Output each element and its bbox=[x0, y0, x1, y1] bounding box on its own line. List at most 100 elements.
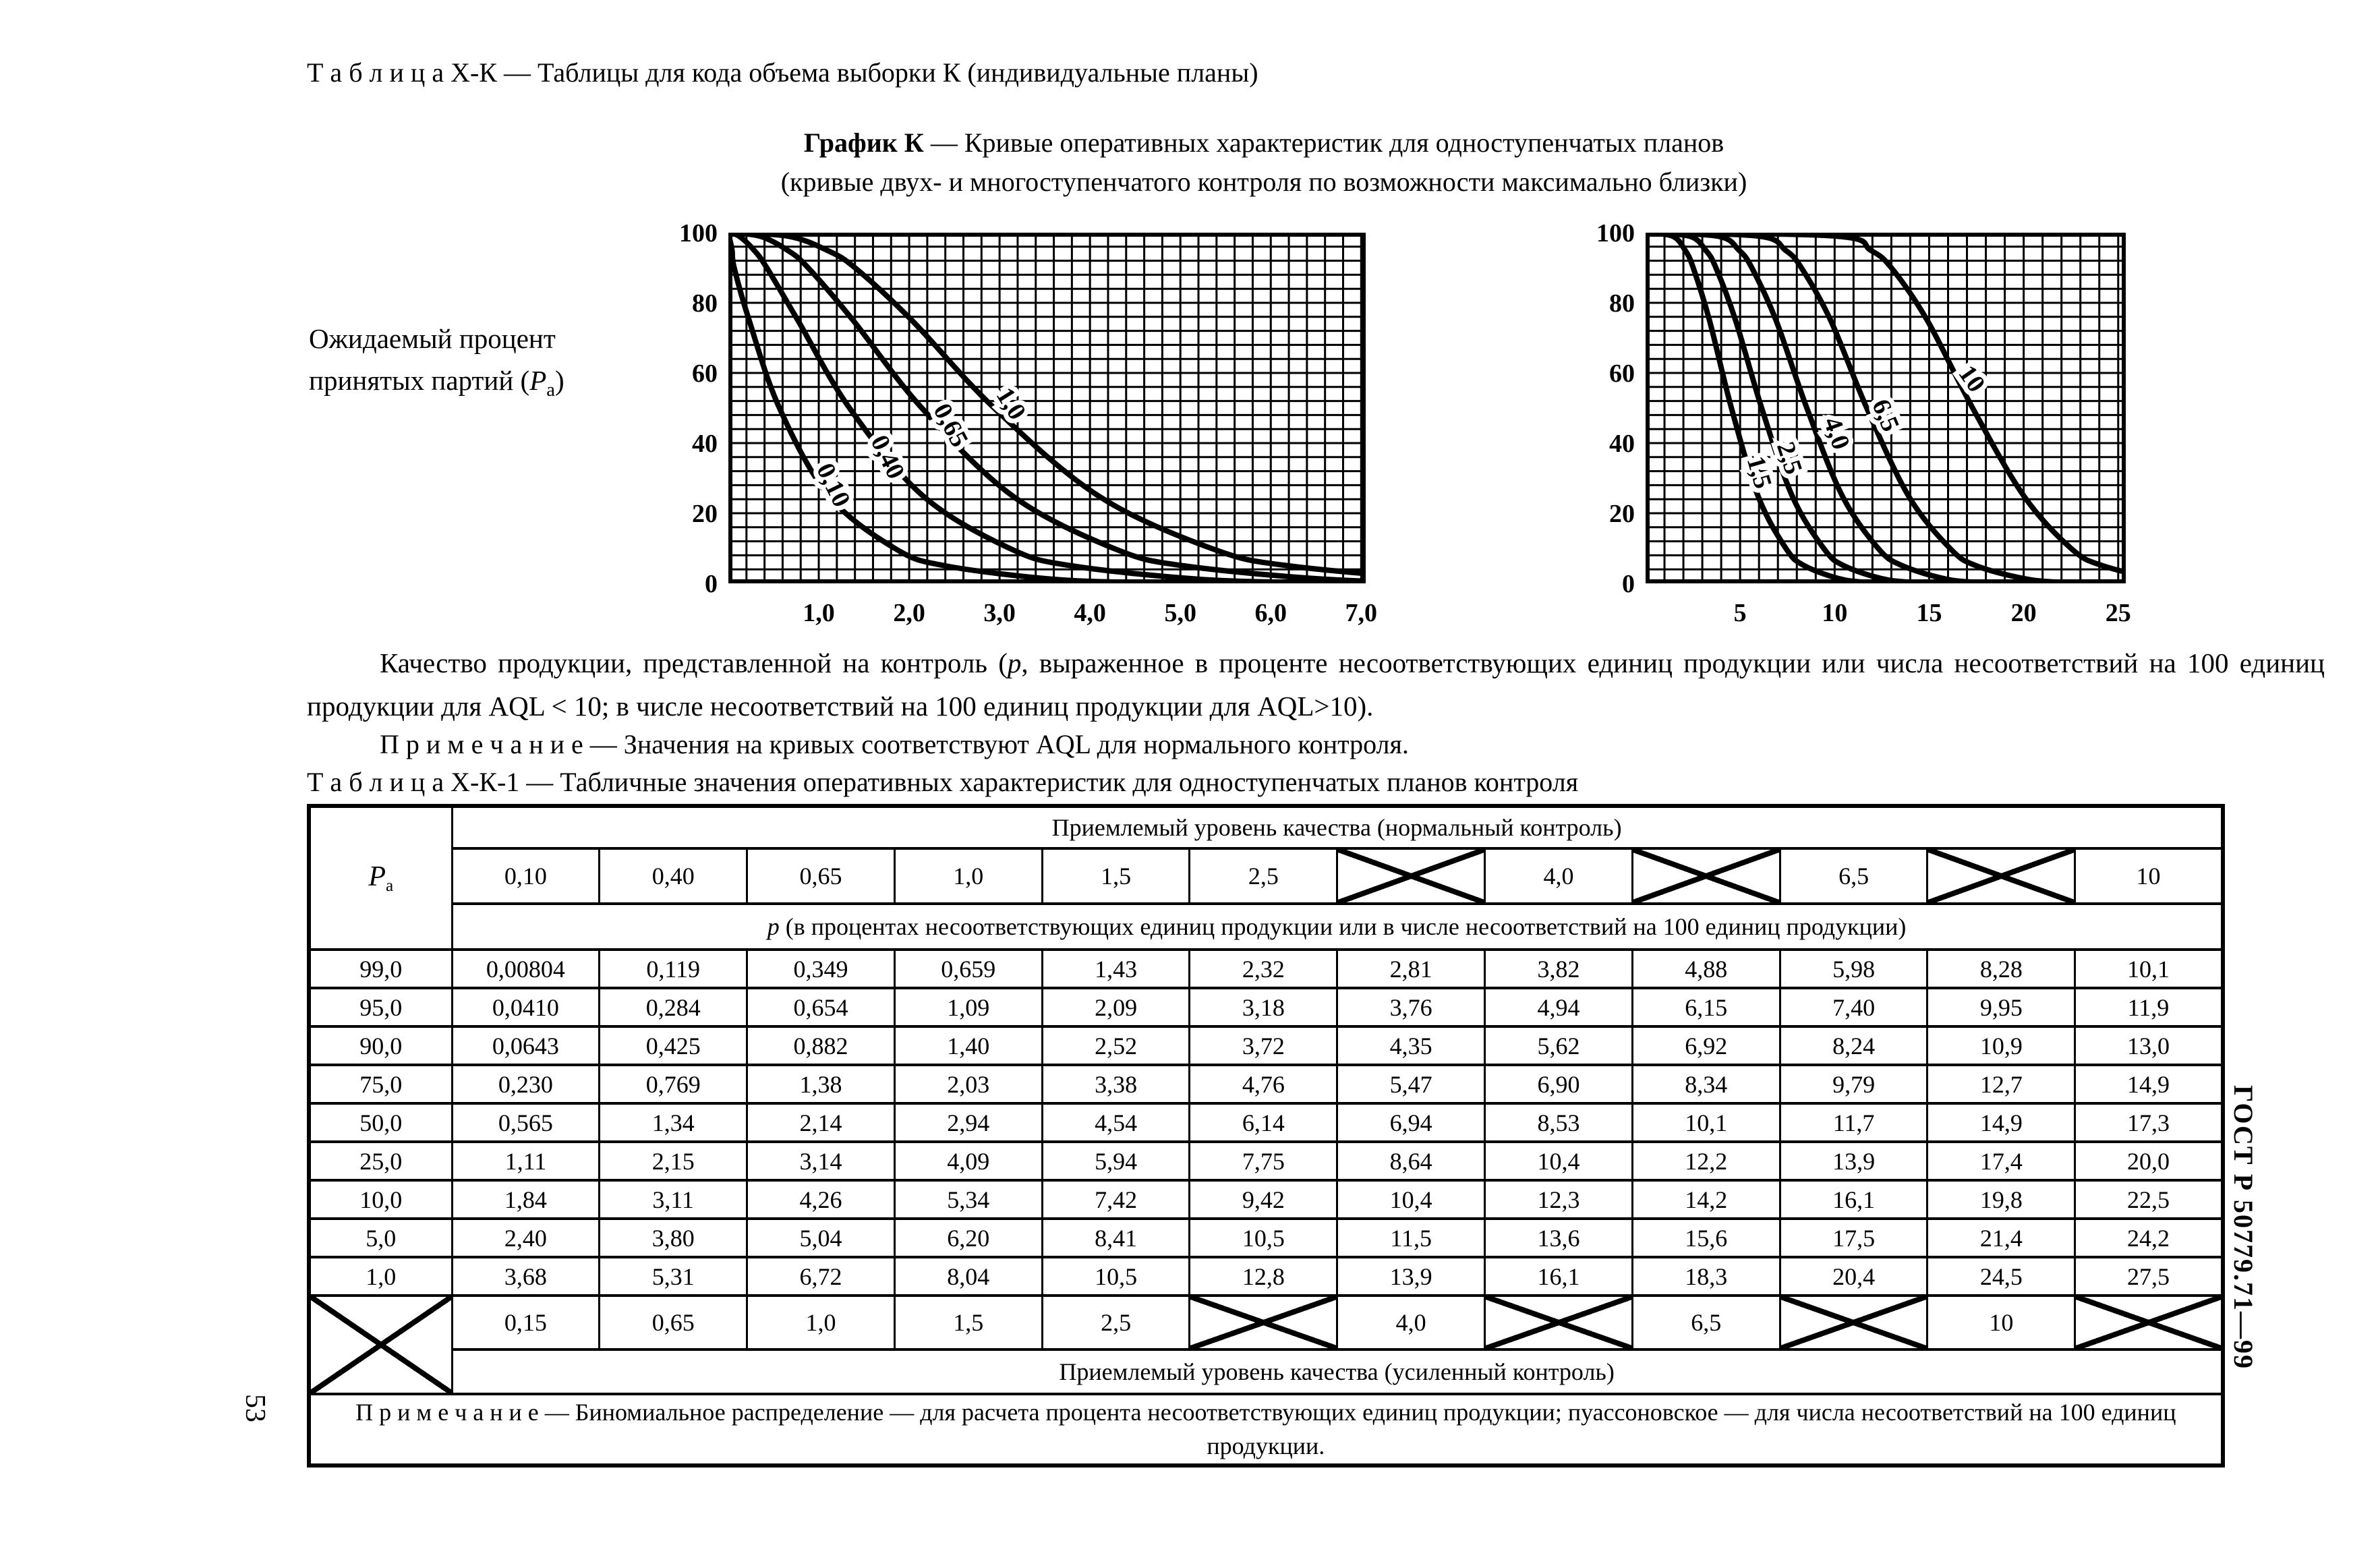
p-value-cell: 0,654 bbox=[746, 987, 896, 1028]
aql-normal-cell: 1,5 bbox=[1041, 847, 1191, 905]
p-value-cell: 21,4 bbox=[1926, 1217, 2077, 1258]
p-value-cell: 5,98 bbox=[1778, 948, 1929, 989]
p-value-cell: 10,1 bbox=[1631, 1102, 1781, 1143]
p-value-cell: 4,94 bbox=[1484, 987, 1633, 1028]
graph-k-caption-text: — Кривые оперативных характеристик для о… bbox=[923, 127, 1724, 158]
y-tick-label: 20 bbox=[692, 500, 718, 528]
table-row: 95,0 0,0410 0,284 0,654 1,09 2,09 3,18 3,76 4,94… bbox=[308, 987, 2224, 1028]
p-value-cell: 13,0 bbox=[2074, 1025, 2224, 1066]
p-value-cell: 1,34 bbox=[598, 1102, 749, 1143]
plot-area: 0,100,400,65 1,0 bbox=[728, 233, 1366, 583]
p-subheader-row: р (в процентах несоответствующих единиц … bbox=[309, 902, 2224, 951]
p-value-cell: 4,88 bbox=[1631, 948, 1781, 989]
p-value-cell: 20,0 bbox=[2074, 1140, 2224, 1182]
x-tick-label: 5 bbox=[1734, 599, 1747, 627]
p-value-cell: 1,84 bbox=[451, 1179, 601, 1220]
p-value-cell: 3,11 bbox=[598, 1179, 749, 1220]
y-tick-label: 40 bbox=[1609, 430, 1635, 458]
p-value-cell: 24,5 bbox=[1926, 1256, 2077, 1297]
p-value-cell: 3,18 bbox=[1188, 987, 1339, 1028]
aql-tightened-cell: 6,5 bbox=[1631, 1294, 1781, 1351]
p-value-cell: 5,62 bbox=[1484, 1025, 1633, 1066]
pa-value-cell: 25,0 bbox=[308, 1140, 453, 1182]
oc-curve-aql-0,40 bbox=[728, 233, 1334, 583]
p-value-cell: 7,75 bbox=[1188, 1140, 1339, 1182]
p-symbol: р bbox=[1007, 647, 1022, 678]
p-value-cell: 0,565 bbox=[451, 1102, 601, 1143]
p-value-cell: 17,4 bbox=[1926, 1140, 2077, 1182]
p-value-cell: 17,5 bbox=[1778, 1217, 1929, 1258]
table-note: П р и м е ч а н и е — Биномиальное распр… bbox=[308, 1393, 2224, 1467]
p-value-cell: 6,15 bbox=[1631, 987, 1781, 1028]
p-value-cell: 8,28 bbox=[1926, 948, 2077, 989]
normal-aql-values-row: 0,10 0,40 0,65 1,0 1,5 2,5 4,0 6,5 10 bbox=[309, 847, 2224, 905]
crossed-cell bbox=[1336, 847, 1486, 905]
p-value-cell: 10,9 bbox=[1926, 1025, 2077, 1066]
aql-tightened-cell: 2,5 bbox=[1041, 1294, 1191, 1351]
graph-note: П р и м е ч а н и е — Значения на кривых… bbox=[380, 729, 1409, 759]
p-value-cell: 19,8 bbox=[1926, 1179, 2077, 1220]
oc-curve-aql-0,65 bbox=[728, 233, 1366, 583]
p-value-cell: 3,68 bbox=[451, 1256, 601, 1297]
p-value-cell: 10,4 bbox=[1484, 1140, 1633, 1182]
p-value-cell: 14,2 bbox=[1631, 1179, 1781, 1220]
p-value-cell: 11,7 bbox=[1778, 1102, 1929, 1143]
curve-label-aql-1,0: 1,0 bbox=[991, 382, 1032, 425]
p-value-cell: 12,7 bbox=[1926, 1064, 2077, 1105]
table-row: 75,0 0,230 0,769 1,38 2,03 3,38 4,76 5,47 6,90 8,… bbox=[308, 1064, 2224, 1105]
p-value-cell: 5,94 bbox=[1041, 1140, 1191, 1182]
aql-normal-cell: 0,40 bbox=[598, 847, 749, 905]
aql-tightened-cell: 10 bbox=[1926, 1294, 2077, 1351]
aql-tightened-cell: 0,65 bbox=[598, 1294, 749, 1351]
standard-designation: ГОСТ Р 50779.71—99 bbox=[2228, 1084, 2259, 1370]
p-value-cell: 10,5 bbox=[1188, 1217, 1339, 1258]
oc-curve-aql-1,0 bbox=[728, 233, 1366, 577]
p-value-cell: 20,4 bbox=[1778, 1256, 1929, 1297]
p-value-cell: 11,9 bbox=[2074, 987, 2224, 1028]
normal-control-header: Приемлемый уровень качества (нормальный … bbox=[451, 805, 2224, 850]
crossed-pa-cell bbox=[308, 1294, 453, 1395]
y-tick-label: 100 bbox=[679, 219, 718, 248]
p-value-cell: 16,1 bbox=[1778, 1179, 1929, 1220]
y-tick-label: 40 bbox=[692, 430, 718, 458]
p-value-cell: 6,14 bbox=[1188, 1102, 1339, 1143]
oc-chart-left: 0,100,400,65 1,0 100 80 60 40 20 0 1,0 2,0 3,0 4,0 5… bbox=[679, 219, 1377, 627]
p-value-cell: 7,42 bbox=[1041, 1179, 1191, 1220]
p-value-cell: 2,15 bbox=[598, 1140, 749, 1182]
pa-value-cell: 95,0 bbox=[308, 987, 453, 1028]
x-tick-label: 2,0 bbox=[893, 599, 925, 627]
p-subheader-cell: р (в процентах несоответствующих единиц … bbox=[451, 902, 2224, 951]
p-value-cell: 2,03 bbox=[893, 1064, 1043, 1105]
x-tick-label: 3,0 bbox=[983, 599, 1016, 627]
oc-chart-right: 1,52,54,0 6,510 100 80 60 40 20 0 5 10 15 20 25 bbox=[1596, 219, 2131, 627]
graph-k-label: График К bbox=[803, 127, 924, 158]
aql-normal-cell: 10 bbox=[2074, 847, 2224, 905]
p-value-cell: 17,3 bbox=[2074, 1102, 2224, 1143]
x-tick-label: 25 bbox=[2106, 599, 2131, 627]
table-xk-caption: Т а б л и ц а Х-К — Таблицы для кода объ… bbox=[307, 57, 1258, 88]
p-value-cell: 4,09 bbox=[893, 1140, 1043, 1182]
crossed-cell bbox=[1926, 847, 2077, 905]
p-value-cell: 2,40 bbox=[451, 1217, 601, 1258]
p-value-cell: 12,8 bbox=[1188, 1256, 1339, 1297]
y-tick-label: 0 bbox=[705, 570, 718, 598]
p-value-cell: 2,09 bbox=[1041, 987, 1191, 1028]
pa-value-cell: 10,0 bbox=[308, 1179, 453, 1220]
p-value-cell: 2,81 bbox=[1336, 948, 1486, 989]
aql-tightened-cell: 1,0 bbox=[746, 1294, 896, 1351]
x-tick-label: 1,0 bbox=[803, 599, 835, 627]
aql-normal-cell: 0,65 bbox=[746, 847, 896, 905]
p-value-cell: 0,119 bbox=[598, 948, 749, 989]
normal-aql-header-row: Pа Приемлемый уровень качества (нормальн… bbox=[308, 805, 2224, 951]
p-value-cell: 3,14 bbox=[746, 1140, 896, 1182]
x-tick-label: 6,0 bbox=[1255, 599, 1287, 627]
pa-header-cell: Pа bbox=[308, 805, 453, 951]
oc-curve-aql-6,5 bbox=[1646, 233, 2084, 583]
aql-normal-cell: 6,5 bbox=[1778, 847, 1929, 905]
p-value-cell: 8,64 bbox=[1336, 1140, 1486, 1182]
p-value-cell: 13,9 bbox=[1778, 1140, 1929, 1182]
table-row: 25,0 1,11 2,15 3,14 4,09 5,94 7,75 8,64 10,4 12,2… bbox=[308, 1140, 2224, 1182]
p-value-cell: 1,11 bbox=[451, 1140, 601, 1182]
p-value-cell: 3,82 bbox=[1484, 948, 1633, 989]
p-value-cell: 0,230 bbox=[451, 1064, 601, 1105]
